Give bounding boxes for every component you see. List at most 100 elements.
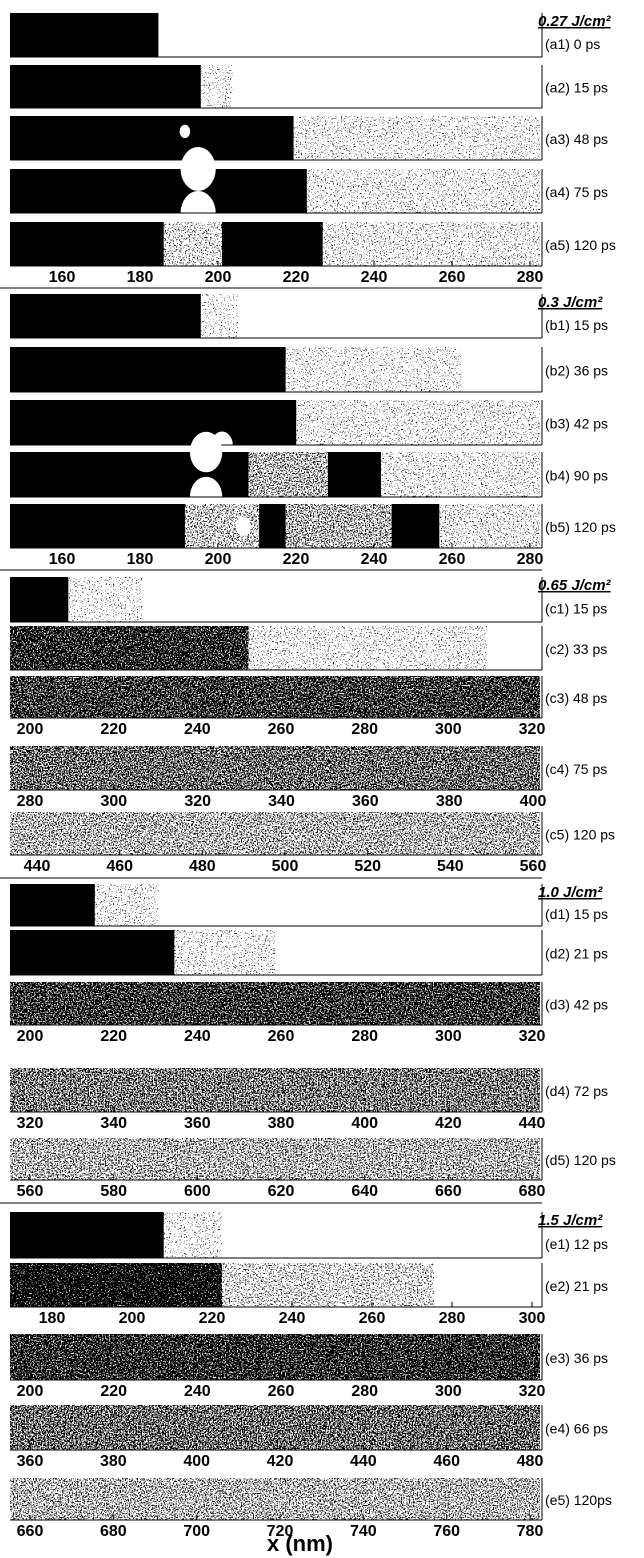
x-tick-label: 320	[519, 721, 546, 738]
x-tick-label: 740	[350, 1523, 377, 1540]
x-tick-label: 200	[119, 1310, 146, 1327]
panel-label: (d5) 120 ps	[545, 1152, 616, 1168]
particle-region	[296, 400, 540, 445]
x-tick-label: 200	[17, 721, 44, 738]
snapshot-panel	[10, 147, 540, 235]
x-tick-label: 360	[352, 793, 379, 810]
panel-label: (c3) 48 ps	[545, 690, 607, 706]
void	[180, 147, 216, 191]
panel-label: (c2) 33 ps	[545, 641, 607, 657]
fluence-label: 1.0 J/cm²	[538, 884, 603, 901]
particle-region	[10, 1263, 222, 1307]
panel-label: (b1) 15 ps	[545, 317, 608, 333]
panel-label: (e2) 21 ps	[545, 1278, 608, 1294]
x-tick-label: 560	[17, 1183, 44, 1200]
x-tick-label: 300	[519, 1310, 546, 1327]
x-tick-label: 300	[435, 721, 462, 738]
particle-region	[248, 452, 328, 497]
x-tick-label: 480	[189, 858, 216, 875]
snapshot-panel	[10, 1405, 540, 1450]
x-tick-label: 280	[17, 793, 44, 810]
x-tick-label: 500	[272, 858, 299, 875]
panel-label: (b2) 36 ps	[545, 362, 608, 378]
x-axis-label: x (nm)	[267, 1531, 333, 1556]
panel-label: (e1) 12 ps	[545, 1236, 608, 1252]
snapshot-panel	[10, 65, 233, 108]
solid-region	[222, 222, 323, 266]
particle-region	[200, 294, 238, 338]
solid-region	[328, 452, 381, 497]
x-tick-label: 160	[49, 269, 76, 286]
x-tick-label: 320	[184, 793, 211, 810]
x-tick-label: 200	[17, 1028, 44, 1045]
particle-region	[285, 504, 392, 548]
x-tick-label: 440	[350, 1453, 377, 1470]
solid-region	[10, 930, 175, 975]
x-tick-label: 240	[361, 269, 388, 286]
x-tick-label: 380	[268, 1115, 295, 1132]
x-tick-label: 460	[433, 1453, 460, 1470]
x-tick-label: 240	[279, 1310, 306, 1327]
void	[235, 516, 251, 536]
x-tick-label: 720	[267, 1523, 294, 1540]
x-tick-label: 280	[439, 1310, 466, 1327]
x-tick-label: 320	[519, 1028, 546, 1045]
snapshot-panel	[10, 222, 540, 266]
solid-region	[10, 294, 201, 338]
particle-region	[10, 1068, 540, 1112]
snapshot-panel	[10, 626, 487, 670]
x-tick-label: 520	[354, 858, 381, 875]
x-tick-label: 380	[100, 1453, 127, 1470]
panel-label: (a2) 15 ps	[545, 79, 608, 95]
x-tick-label: 400	[520, 793, 547, 810]
x-tick-label: 680	[100, 1523, 127, 1540]
x-tick-label: 580	[100, 1183, 127, 1200]
x-tick-label: 460	[106, 858, 133, 875]
panel-label: (e3) 36 ps	[545, 1350, 608, 1366]
x-tick-label: 680	[519, 1183, 546, 1200]
snapshot-panel	[10, 1478, 540, 1520]
particle-region	[439, 504, 540, 548]
particle-region	[10, 626, 249, 670]
panel-label: (a4) 75 ps	[545, 184, 608, 200]
x-tick-label: 300	[435, 1383, 462, 1400]
x-tick-label: 220	[100, 721, 127, 738]
void	[189, 431, 223, 473]
particle-region	[222, 1263, 434, 1307]
x-tick-label: 660	[435, 1183, 462, 1200]
x-tick-label: 360	[17, 1453, 44, 1470]
particle-region	[68, 577, 143, 622]
panel-label: (d3) 42 ps	[545, 996, 608, 1012]
particle-region	[200, 65, 233, 108]
x-tick-label: 420	[435, 1115, 462, 1132]
x-tick-label: 220	[100, 1383, 127, 1400]
solid-region	[10, 169, 307, 213]
x-tick-label: 660	[17, 1523, 44, 1540]
x-tick-label: 780	[517, 1523, 544, 1540]
x-tick-label: 380	[436, 793, 463, 810]
x-tick-label: 260	[268, 1028, 295, 1045]
x-tick-label: 180	[127, 551, 154, 568]
x-tick-label: 240	[361, 551, 388, 568]
snapshot-panel	[10, 504, 540, 548]
panel-label: (d2) 21 ps	[545, 945, 608, 961]
x-tick-label: 700	[183, 1523, 210, 1540]
solid-region	[10, 400, 297, 445]
x-tick-label: 280	[517, 551, 544, 568]
particle-region	[10, 812, 540, 855]
snapshot-panel	[10, 982, 540, 1025]
x-tick-label: 280	[351, 1028, 378, 1045]
x-tick-label: 440	[24, 858, 51, 875]
panel-label: (c5) 120 ps	[545, 826, 615, 842]
snapshot-panel	[10, 1263, 434, 1307]
panel-label: (d4) 72 ps	[545, 1083, 608, 1099]
x-tick-label: 440	[519, 1115, 546, 1132]
x-tick-label: 300	[435, 1028, 462, 1045]
panel-label: (b5) 120 ps	[545, 519, 616, 535]
x-tick-label: 300	[100, 793, 127, 810]
x-tick-label: 400	[183, 1453, 210, 1470]
x-tick-label: 180	[127, 269, 154, 286]
solid-region	[10, 222, 164, 266]
x-tick-label: 220	[283, 551, 310, 568]
